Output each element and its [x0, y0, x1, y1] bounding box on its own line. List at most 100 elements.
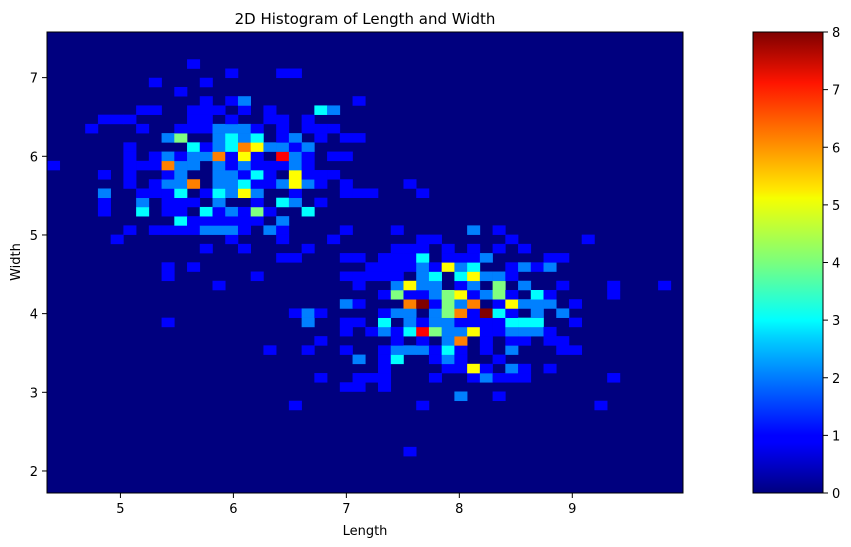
histogram-cell [187, 105, 201, 115]
histogram-cell [416, 400, 430, 411]
histogram-cell [530, 299, 544, 309]
histogram-cell [441, 363, 455, 374]
plot-area [46, 31, 684, 494]
histogram-cell [212, 160, 226, 171]
histogram-cell [97, 170, 111, 180]
colorbar: 0 1 2 3 4 5 6 7 8 [752, 26, 840, 502]
histogram-cell [390, 354, 404, 365]
histogram-cell [263, 345, 277, 355]
histogram-cell [479, 345, 493, 355]
histogram-cell [110, 234, 124, 245]
histogram-cell [288, 179, 302, 189]
histogram-cell [174, 216, 188, 226]
y-tick-label: 7 [30, 72, 38, 87]
histogram-cell [187, 179, 201, 189]
histogram-cell [403, 280, 417, 291]
histogram-cell [199, 216, 213, 226]
colorbar-tick-label: 1 [832, 429, 840, 444]
histogram-cell [454, 308, 468, 318]
histogram-cell [225, 206, 239, 217]
histogram-cell [174, 188, 188, 199]
histogram-cell [339, 133, 353, 143]
histogram-cell [237, 243, 251, 254]
histogram-cell [314, 373, 328, 383]
histogram-cell [161, 317, 175, 328]
histogram-cell [288, 400, 302, 411]
histogram-cell [556, 345, 570, 355]
histogram-cell [225, 234, 239, 245]
histogram-cell [174, 86, 188, 97]
histogram-cell [212, 179, 226, 189]
histogram-cell [568, 317, 583, 328]
histogram-cell [441, 253, 455, 263]
histogram-cell [161, 179, 175, 189]
histogram-cell [492, 317, 506, 328]
histogram-cell [467, 253, 481, 263]
histogram-cells [47, 59, 672, 457]
histogram-cell [237, 151, 251, 162]
histogram-cell [250, 216, 264, 226]
histogram-cell [352, 373, 366, 383]
histogram-cell [174, 160, 188, 171]
histogram-cell [530, 317, 544, 328]
histogram-cell [467, 280, 481, 291]
histogram-cell [454, 262, 468, 272]
histogram-cell [263, 105, 277, 115]
histogram-cell [148, 151, 162, 162]
histogram-cell [199, 151, 213, 162]
histogram-cell [441, 308, 455, 318]
histogram-cell [301, 170, 315, 180]
histogram-cell [314, 308, 328, 318]
histogram-cell [225, 133, 239, 143]
histogram-cell [237, 206, 251, 217]
histogram-cell [505, 299, 519, 309]
histogram-cell [250, 197, 264, 208]
histogram-cell [250, 133, 264, 143]
histogram-cell [263, 225, 277, 235]
histogram-cell [428, 234, 442, 245]
histogram-cell [301, 179, 315, 189]
histogram-cell [225, 216, 239, 226]
histogram-cell [454, 280, 468, 291]
histogram-cell [416, 336, 430, 346]
histogram-cell [556, 308, 570, 318]
histogram-cell [212, 188, 226, 199]
histogram-cell [187, 197, 201, 208]
histogram-cell [263, 114, 277, 125]
x-tick-label: 9 [568, 502, 576, 517]
histogram-cell [428, 271, 442, 282]
histogram-cell [225, 179, 239, 189]
histogram-cell [467, 326, 481, 337]
histogram-cell [467, 373, 481, 383]
histogram-cell [518, 299, 532, 309]
histogram-cell [250, 206, 264, 217]
histogram-cell [518, 373, 532, 383]
histogram-cell [339, 225, 353, 235]
histogram-cell [199, 123, 213, 134]
histogram-cell [288, 68, 302, 79]
colorbar-ticks: 0 1 2 3 4 5 6 7 8 [823, 26, 840, 502]
histogram-cell [161, 188, 175, 199]
histogram-cell [403, 299, 417, 309]
histogram-cell [607, 373, 621, 383]
histogram-cell [467, 317, 481, 328]
histogram-cell [403, 262, 417, 272]
histogram-cell [237, 133, 251, 143]
histogram-cell [518, 243, 532, 254]
histogram-cell [276, 133, 290, 143]
histogram-cell [161, 197, 175, 208]
colorbar-tick-label: 6 [832, 141, 840, 156]
histogram-cell [467, 243, 481, 254]
histogram-cell [263, 206, 277, 217]
histogram-cell [543, 289, 557, 300]
histogram-cell [454, 289, 468, 300]
histogram-cell [530, 289, 544, 300]
histogram-cell [530, 326, 544, 337]
histogram-cell [378, 354, 392, 365]
histogram-cell [288, 253, 302, 263]
histogram-cell [390, 326, 404, 337]
histogram-cell [288, 188, 302, 199]
histogram-cell [352, 382, 366, 392]
histogram-cell [250, 151, 264, 162]
histogram-cell [556, 280, 570, 291]
